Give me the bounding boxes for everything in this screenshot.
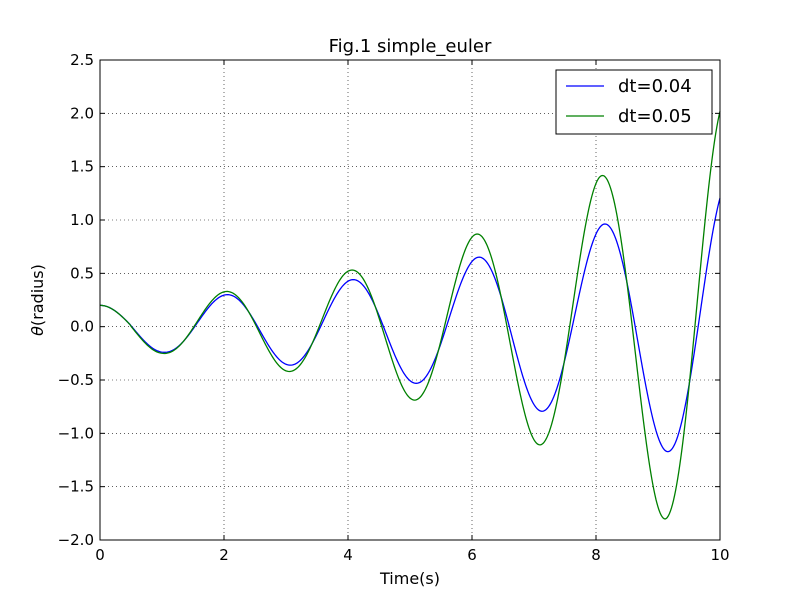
y-tick-label: 0.5 [70, 264, 94, 282]
legend-label-series-1: dt=0.04 [618, 76, 692, 97]
legend-label-series-2: dt=0.05 [618, 106, 692, 127]
y-tick-label: −0.5 [58, 371, 94, 389]
y-tick-label: 2.0 [70, 104, 94, 122]
y-tick-label: 2.5 [70, 51, 94, 69]
y-tick-label: −2.0 [58, 531, 94, 549]
series-lines [99, 111, 721, 520]
y-tick-label: 1.0 [70, 211, 94, 229]
y-tick-label: 1.5 [70, 158, 94, 176]
y-tick-label: 0.0 [70, 318, 94, 336]
x-tick-label: 6 [467, 546, 477, 564]
series-line-2 [99, 111, 721, 520]
x-axis-label: Time(s) [379, 569, 440, 588]
y-axis-label-text: (radius) [28, 264, 47, 326]
y-axis-label-symbol: θ [28, 326, 47, 336]
legend: dt=0.04 dt=0.05 [555, 69, 713, 135]
x-tick-label: 2 [219, 546, 229, 564]
y-tick-label: −1.0 [58, 424, 94, 442]
x-tick-label: 4 [343, 546, 353, 564]
chart-title: Fig.1 simple_euler [329, 36, 492, 57]
y-axis-tick-labels: −2.0 −1.5 −1.0 −0.5 0.0 0.5 1.0 1.5 2.0 2.5 [58, 51, 94, 549]
legend-box [555, 69, 713, 135]
x-tick-label: 8 [591, 546, 601, 564]
x-tick-label: 10 [710, 546, 729, 564]
y-tick-label: −1.5 [58, 478, 94, 496]
x-tick-label: 0 [95, 546, 105, 564]
x-axis-tick-labels: 0 2 4 6 8 10 [95, 546, 729, 564]
axis-ticks [99, 59, 721, 541]
plot-area-frame [99, 59, 721, 541]
y-axis-label: θ(radius) [28, 264, 47, 336]
series-line-1 [99, 197, 721, 453]
